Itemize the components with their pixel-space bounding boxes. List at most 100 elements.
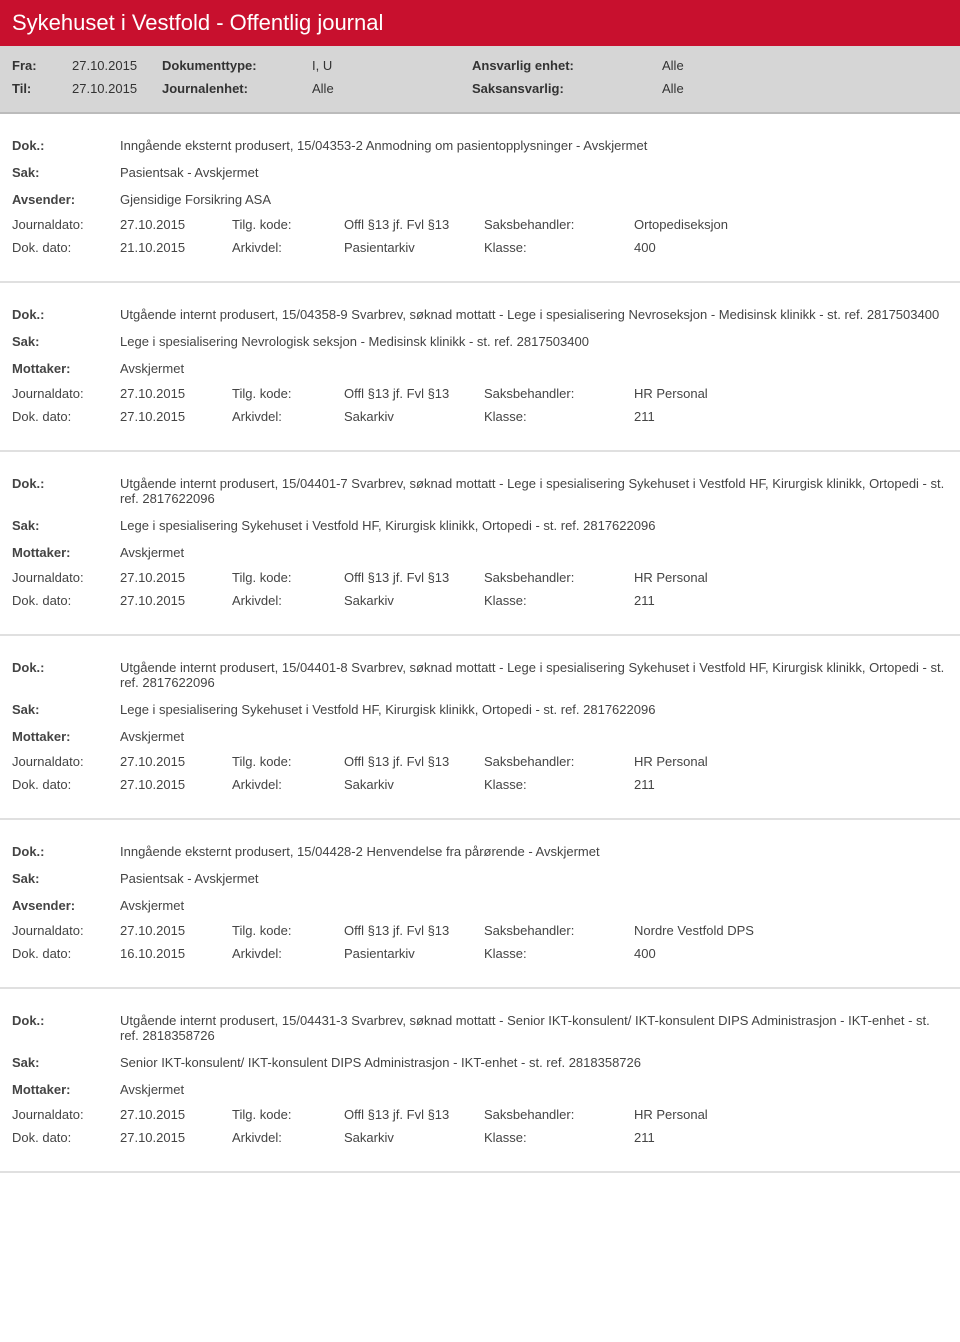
tilgkode-value: Offl §13 jf. Fvl §13 bbox=[344, 570, 484, 585]
sak-label: Sak: bbox=[12, 702, 120, 717]
journaldato-label: Journaldato: bbox=[12, 217, 120, 232]
journaldato-label: Journaldato: bbox=[12, 754, 120, 769]
journaldato-value: 27.10.2015 bbox=[120, 754, 232, 769]
party-value: Avskjermet bbox=[120, 361, 948, 376]
journal-entry: Dok.: Inngående eksternt produsert, 15/0… bbox=[0, 820, 960, 989]
sak-label: Sak: bbox=[12, 518, 120, 533]
page-title: Sykehuset i Vestfold - Offentlig journal bbox=[0, 0, 960, 46]
arkivdel-label: Arkivdel: bbox=[232, 946, 344, 961]
dokdato-label: Dok. dato: bbox=[12, 593, 120, 608]
arkivdel-value: Sakarkiv bbox=[344, 1130, 484, 1145]
saksbehandler-value: Nordre Vestfold DPS bbox=[634, 923, 948, 938]
saksbehandler-label: Saksbehandler: bbox=[484, 386, 634, 401]
klasse-label: Klasse: bbox=[484, 240, 634, 255]
saksansvarlig-label: Saksansvarlig: bbox=[472, 81, 662, 96]
arkivdel-label: Arkivdel: bbox=[232, 240, 344, 255]
tilgkode-label: Tilg. kode: bbox=[232, 754, 344, 769]
sak-value: Pasientsak - Avskjermet bbox=[120, 165, 948, 180]
saksansvarlig-value: Alle bbox=[662, 81, 762, 96]
dokdato-label: Dok. dato: bbox=[12, 409, 120, 424]
sak-value: Lege i spesialisering Sykehuset i Vestfo… bbox=[120, 518, 948, 533]
sak-value: Lege i spesialisering Sykehuset i Vestfo… bbox=[120, 702, 948, 717]
dokdato-value: 27.10.2015 bbox=[120, 593, 232, 608]
doktype-value: I, U bbox=[312, 58, 472, 73]
party-label: Avsender: bbox=[12, 192, 120, 207]
klasse-value: 400 bbox=[634, 240, 948, 255]
klasse-value: 400 bbox=[634, 946, 948, 961]
journaldato-label: Journaldato: bbox=[12, 923, 120, 938]
journaldato-value: 27.10.2015 bbox=[120, 217, 232, 232]
dok-value: Inngående eksternt produsert, 15/04353-2… bbox=[120, 138, 948, 153]
party-value: Avskjermet bbox=[120, 729, 948, 744]
dokdato-value: 16.10.2015 bbox=[120, 946, 232, 961]
dok-label: Dok.: bbox=[12, 476, 120, 506]
arkivdel-value: Sakarkiv bbox=[344, 409, 484, 424]
journal-entry: Dok.: Utgående internt produsert, 15/043… bbox=[0, 283, 960, 452]
saksbehandler-label: Saksbehandler: bbox=[484, 570, 634, 585]
party-value: Avskjermet bbox=[120, 545, 948, 560]
journaldato-value: 27.10.2015 bbox=[120, 1107, 232, 1122]
dokdato-value: 21.10.2015 bbox=[120, 240, 232, 255]
dok-label: Dok.: bbox=[12, 138, 120, 153]
party-value: Avskjermet bbox=[120, 898, 948, 913]
journalenhet-value: Alle bbox=[312, 81, 472, 96]
sak-value: Senior IKT-konsulent/ IKT-konsulent DIPS… bbox=[120, 1055, 948, 1070]
arkivdel-value: Sakarkiv bbox=[344, 593, 484, 608]
klasse-label: Klasse: bbox=[484, 409, 634, 424]
klasse-label: Klasse: bbox=[484, 593, 634, 608]
dok-label: Dok.: bbox=[12, 844, 120, 859]
dok-value: Utgående internt produsert, 15/04401-7 S… bbox=[120, 476, 948, 506]
dok-value: Utgående internt produsert, 15/04358-9 S… bbox=[120, 307, 948, 322]
doktype-label: Dokumenttype: bbox=[162, 58, 312, 73]
klasse-value: 211 bbox=[634, 1130, 948, 1145]
dok-label: Dok.: bbox=[12, 307, 120, 322]
journal-entry: Dok.: Utgående internt produsert, 15/044… bbox=[0, 636, 960, 820]
party-label: Avsender: bbox=[12, 898, 120, 913]
saksbehandler-label: Saksbehandler: bbox=[484, 923, 634, 938]
dokdato-value: 27.10.2015 bbox=[120, 409, 232, 424]
dok-value: Inngående eksternt produsert, 15/04428-2… bbox=[120, 844, 948, 859]
dok-value: Utgående internt produsert, 15/04431-3 S… bbox=[120, 1013, 948, 1043]
dokdato-label: Dok. dato: bbox=[12, 777, 120, 792]
tilgkode-value: Offl §13 jf. Fvl §13 bbox=[344, 923, 484, 938]
dokdato-label: Dok. dato: bbox=[12, 946, 120, 961]
klasse-label: Klasse: bbox=[484, 946, 634, 961]
arkivdel-value: Pasientarkiv bbox=[344, 946, 484, 961]
journaldato-value: 27.10.2015 bbox=[120, 570, 232, 585]
journaldato-label: Journaldato: bbox=[12, 386, 120, 401]
saksbehandler-value: HR Personal bbox=[634, 1107, 948, 1122]
journaldato-value: 27.10.2015 bbox=[120, 386, 232, 401]
sak-label: Sak: bbox=[12, 165, 120, 180]
journal-entry: Dok.: Utgående internt produsert, 15/044… bbox=[0, 989, 960, 1173]
party-label: Mottaker: bbox=[12, 361, 120, 376]
til-date: 27.10.2015 bbox=[72, 81, 162, 96]
saksbehandler-value: Ortopediseksjon bbox=[634, 217, 948, 232]
dok-label: Dok.: bbox=[12, 660, 120, 690]
fra-label: Fra: bbox=[12, 58, 72, 73]
saksbehandler-label: Saksbehandler: bbox=[484, 1107, 634, 1122]
tilgkode-value: Offl §13 jf. Fvl §13 bbox=[344, 1107, 484, 1122]
journal-entry: Dok.: Inngående eksternt produsert, 15/0… bbox=[0, 114, 960, 283]
tilgkode-value: Offl §13 jf. Fvl §13 bbox=[344, 386, 484, 401]
sak-label: Sak: bbox=[12, 1055, 120, 1070]
party-label: Mottaker: bbox=[12, 545, 120, 560]
klasse-label: Klasse: bbox=[484, 777, 634, 792]
arkivdel-label: Arkivdel: bbox=[232, 409, 344, 424]
saksbehandler-value: HR Personal bbox=[634, 570, 948, 585]
klasse-value: 211 bbox=[634, 593, 948, 608]
fra-date: 27.10.2015 bbox=[72, 58, 162, 73]
sak-value: Pasientsak - Avskjermet bbox=[120, 871, 948, 886]
sak-value: Lege i spesialisering Nevrologisk seksjo… bbox=[120, 334, 948, 349]
sak-label: Sak: bbox=[12, 334, 120, 349]
journal-entry: Dok.: Utgående internt produsert, 15/044… bbox=[0, 452, 960, 636]
party-label: Mottaker: bbox=[12, 1082, 120, 1097]
tilgkode-label: Tilg. kode: bbox=[232, 570, 344, 585]
saksbehandler-value: HR Personal bbox=[634, 754, 948, 769]
klasse-value: 211 bbox=[634, 777, 948, 792]
arkivdel-label: Arkivdel: bbox=[232, 593, 344, 608]
klasse-value: 211 bbox=[634, 409, 948, 424]
dok-value: Utgående internt produsert, 15/04401-8 S… bbox=[120, 660, 948, 690]
journaldato-label: Journaldato: bbox=[12, 1107, 120, 1122]
saksbehandler-label: Saksbehandler: bbox=[484, 754, 634, 769]
arkivdel-value: Sakarkiv bbox=[344, 777, 484, 792]
